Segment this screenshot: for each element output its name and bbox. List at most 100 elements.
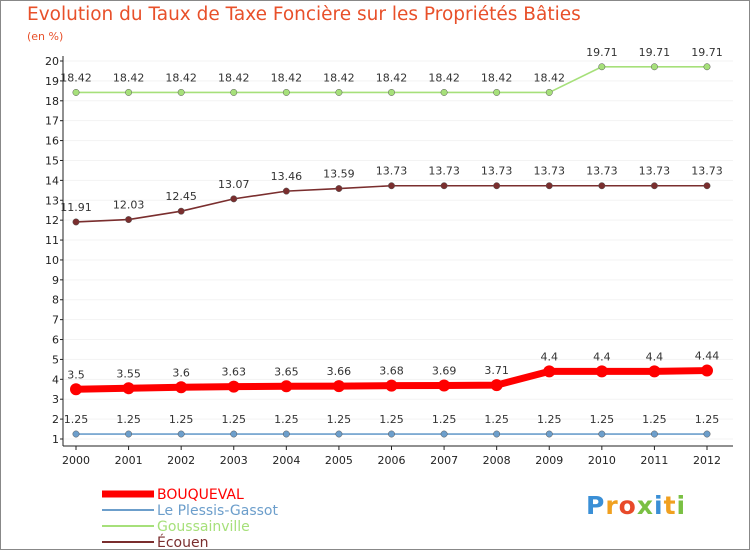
y-tick-label: 16 xyxy=(45,135,59,148)
data-label: 13.73 xyxy=(534,165,566,178)
data-point xyxy=(125,216,133,224)
data-label: 4.4 xyxy=(646,350,664,363)
chart-subtitle: (en %) xyxy=(27,30,64,43)
data-point xyxy=(493,182,501,190)
y-tick-label: 15 xyxy=(45,154,59,167)
y-tick-label: 7 xyxy=(52,314,59,327)
data-label: 13.46 xyxy=(271,170,303,183)
data-point xyxy=(282,88,290,96)
proxiti-logo: Proxiti xyxy=(586,491,686,520)
x-tick-label: 2010 xyxy=(588,454,616,467)
data-point xyxy=(177,88,185,96)
logo-letter: P xyxy=(586,491,606,520)
logo-letter: i xyxy=(676,491,687,520)
y-tick-label: 10 xyxy=(45,254,59,267)
x-tick-label: 2006 xyxy=(378,454,406,467)
data-label: 18.42 xyxy=(271,71,303,84)
legend-label: BOUQUEVAL xyxy=(157,487,244,503)
logo-letter: t xyxy=(663,491,677,520)
data-label: 18.42 xyxy=(376,71,408,84)
data-label: 3.68 xyxy=(379,365,404,378)
data-point xyxy=(282,430,290,438)
y-tick-label: 8 xyxy=(52,294,59,307)
legend-label: Le Plessis-Gassot xyxy=(157,503,278,519)
x-tick-label: 2000 xyxy=(62,454,90,467)
data-point xyxy=(230,430,238,438)
data-point xyxy=(72,88,80,96)
data-point xyxy=(72,430,80,438)
data-point xyxy=(332,380,345,393)
data-point xyxy=(175,381,188,394)
data-label: 1.25 xyxy=(432,413,457,426)
data-point xyxy=(595,365,608,378)
data-label: 4.44 xyxy=(695,350,720,363)
data-point xyxy=(385,379,398,392)
logo-letter: x xyxy=(636,491,654,520)
data-point xyxy=(650,430,658,438)
y-tick-label: 11 xyxy=(45,234,59,247)
data-point xyxy=(177,430,185,438)
data-label: 18.42 xyxy=(323,71,355,84)
data-point xyxy=(122,382,135,395)
x-tick-label: 2008 xyxy=(483,454,511,467)
data-point xyxy=(335,88,343,96)
x-tick-label: 2005 xyxy=(325,454,353,467)
data-label: 1.25 xyxy=(537,413,562,426)
data-point xyxy=(703,63,711,71)
data-point xyxy=(177,207,185,215)
data-point xyxy=(493,430,501,438)
x-tick-label: 2009 xyxy=(535,454,563,467)
data-label: 1.25 xyxy=(484,413,509,426)
data-point xyxy=(125,430,133,438)
data-label: 13.73 xyxy=(691,165,723,178)
y-tick-label: 17 xyxy=(45,115,59,128)
data-point xyxy=(227,380,240,393)
data-point xyxy=(440,430,448,438)
data-point xyxy=(72,218,80,226)
data-point xyxy=(70,383,82,396)
data-label: 19.71 xyxy=(586,46,618,59)
data-label: 18.42 xyxy=(428,71,460,84)
data-point xyxy=(545,430,553,438)
data-label: 1.25 xyxy=(169,413,194,426)
data-point xyxy=(703,182,711,190)
data-point xyxy=(335,185,343,192)
data-label: 1.25 xyxy=(116,413,141,426)
data-label: 13.07 xyxy=(218,178,250,191)
data-label: 18.42 xyxy=(165,71,197,84)
legend-label: Goussainville xyxy=(157,519,250,535)
data-label: 4.4 xyxy=(541,350,559,363)
data-label: 19.71 xyxy=(691,46,723,59)
y-tick-label: 1 xyxy=(52,433,59,446)
y-tick-label: 2 xyxy=(52,413,59,426)
y-tick-label: 20 xyxy=(45,55,59,68)
x-tick-label: 2007 xyxy=(430,454,458,467)
data-point xyxy=(280,380,293,393)
data-point xyxy=(703,430,711,438)
data-point xyxy=(335,430,343,438)
data-label: 11.91 xyxy=(60,201,92,214)
data-label: 13.59 xyxy=(323,168,355,181)
data-label: 3.69 xyxy=(432,364,457,377)
data-label: 13.73 xyxy=(586,165,618,178)
y-tick-label: 3 xyxy=(52,393,59,406)
data-label: 1.25 xyxy=(695,413,720,426)
data-point xyxy=(650,63,658,71)
data-label: 13.73 xyxy=(428,165,460,178)
x-tick-label: 2001 xyxy=(115,454,143,467)
data-label: 3.63 xyxy=(222,366,247,379)
data-label: 1.25 xyxy=(222,413,247,426)
data-point xyxy=(282,187,290,195)
data-label: 13.73 xyxy=(481,165,513,178)
logo-letter: i xyxy=(654,491,664,520)
data-label: 12.03 xyxy=(113,199,145,212)
x-tick-label: 2002 xyxy=(167,454,195,467)
data-point xyxy=(598,430,606,438)
data-label: 1.25 xyxy=(590,413,615,426)
data-point xyxy=(490,379,503,392)
data-label: 19.71 xyxy=(639,46,671,59)
data-label: 13.73 xyxy=(376,165,408,178)
data-point xyxy=(543,365,556,378)
data-label: 18.42 xyxy=(481,71,513,84)
